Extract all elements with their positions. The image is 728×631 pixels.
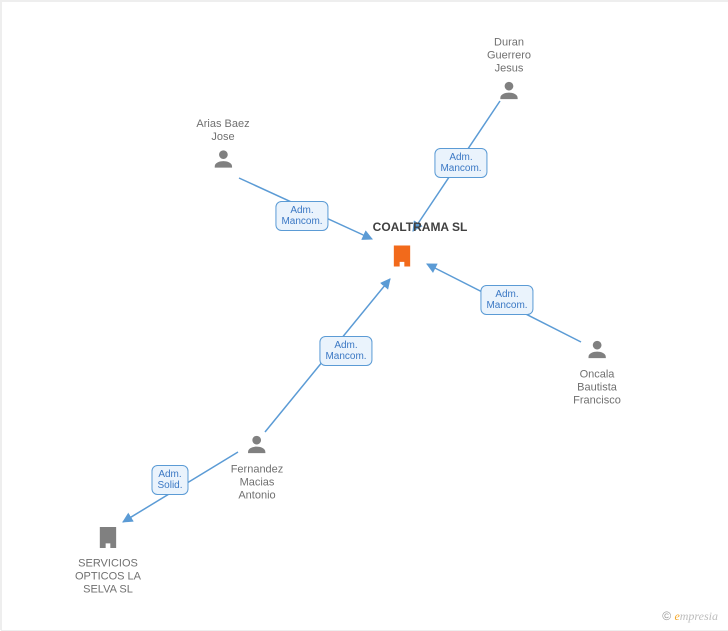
person-icon (487, 78, 531, 108)
edge-label: Adm. Mancom. (319, 336, 372, 366)
building-icon (388, 242, 416, 274)
node-servicios[interactable]: SERVICIOSOPTICOS LASELVA SL (75, 524, 141, 597)
edge-label: Adm. Mancom. (275, 201, 328, 231)
brand-rest: mpresia (680, 609, 718, 623)
node-oncala[interactable]: OncalaBautistaFrancisco (573, 337, 621, 408)
copyright-symbol: © (662, 609, 671, 623)
diagram-canvas: COALTRAMA SL DuranGuerreroJesus Arias Ba… (2, 2, 728, 630)
person-icon (244, 432, 270, 462)
center-node-label: COALTRAMA SL (373, 220, 468, 234)
edge-label: Adm. Mancom. (434, 148, 487, 178)
node-label: OncalaBautistaFrancisco (573, 369, 621, 408)
node-coaltrama[interactable] (388, 242, 416, 274)
node-label: Arias BaezJose (196, 118, 249, 144)
edge-label: Adm. Mancom. (480, 285, 533, 315)
node-label: DuranGuerreroJesus (487, 37, 531, 76)
node-arias[interactable]: Arias BaezJose (196, 118, 249, 176)
watermark: © empresia (662, 609, 718, 624)
node-duran[interactable]: DuranGuerreroJesus (487, 37, 531, 108)
person-icon (584, 337, 610, 367)
node-fernandez[interactable]: FernandezMaciasAntonio (231, 432, 284, 503)
building-icon (94, 524, 122, 556)
edge-label: Adm. Solid. (151, 465, 188, 495)
node-label: FernandezMaciasAntonio (231, 464, 284, 503)
node-label: SERVICIOSOPTICOS LASELVA SL (75, 558, 141, 597)
person-icon (196, 146, 249, 176)
